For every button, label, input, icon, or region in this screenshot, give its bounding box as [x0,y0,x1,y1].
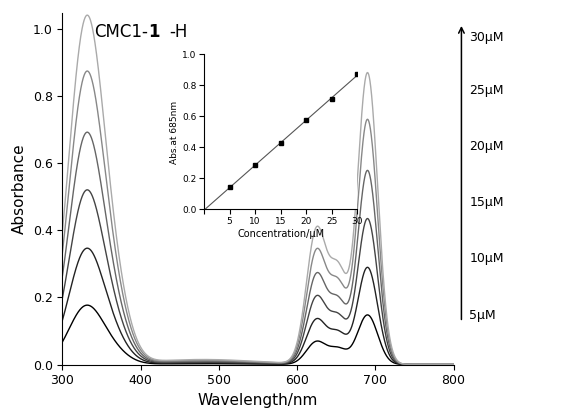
Text: 15μM: 15μM [469,196,503,209]
Text: 5μM: 5μM [469,309,496,322]
Text: 1: 1 [149,23,160,41]
X-axis label: Concentration/μM: Concentration/μM [237,229,324,239]
X-axis label: Wavelength/nm: Wavelength/nm [198,393,318,408]
Y-axis label: Abs.at 685nm: Abs.at 685nm [170,101,179,163]
Text: CMC1-: CMC1- [95,23,149,41]
Text: -H: -H [169,23,187,41]
Text: 20μM: 20μM [469,140,503,153]
Text: 10μM: 10μM [469,252,503,266]
Y-axis label: Absorbance: Absorbance [12,143,27,234]
Text: 30μM: 30μM [469,31,503,44]
Text: 25μM: 25μM [469,83,503,96]
